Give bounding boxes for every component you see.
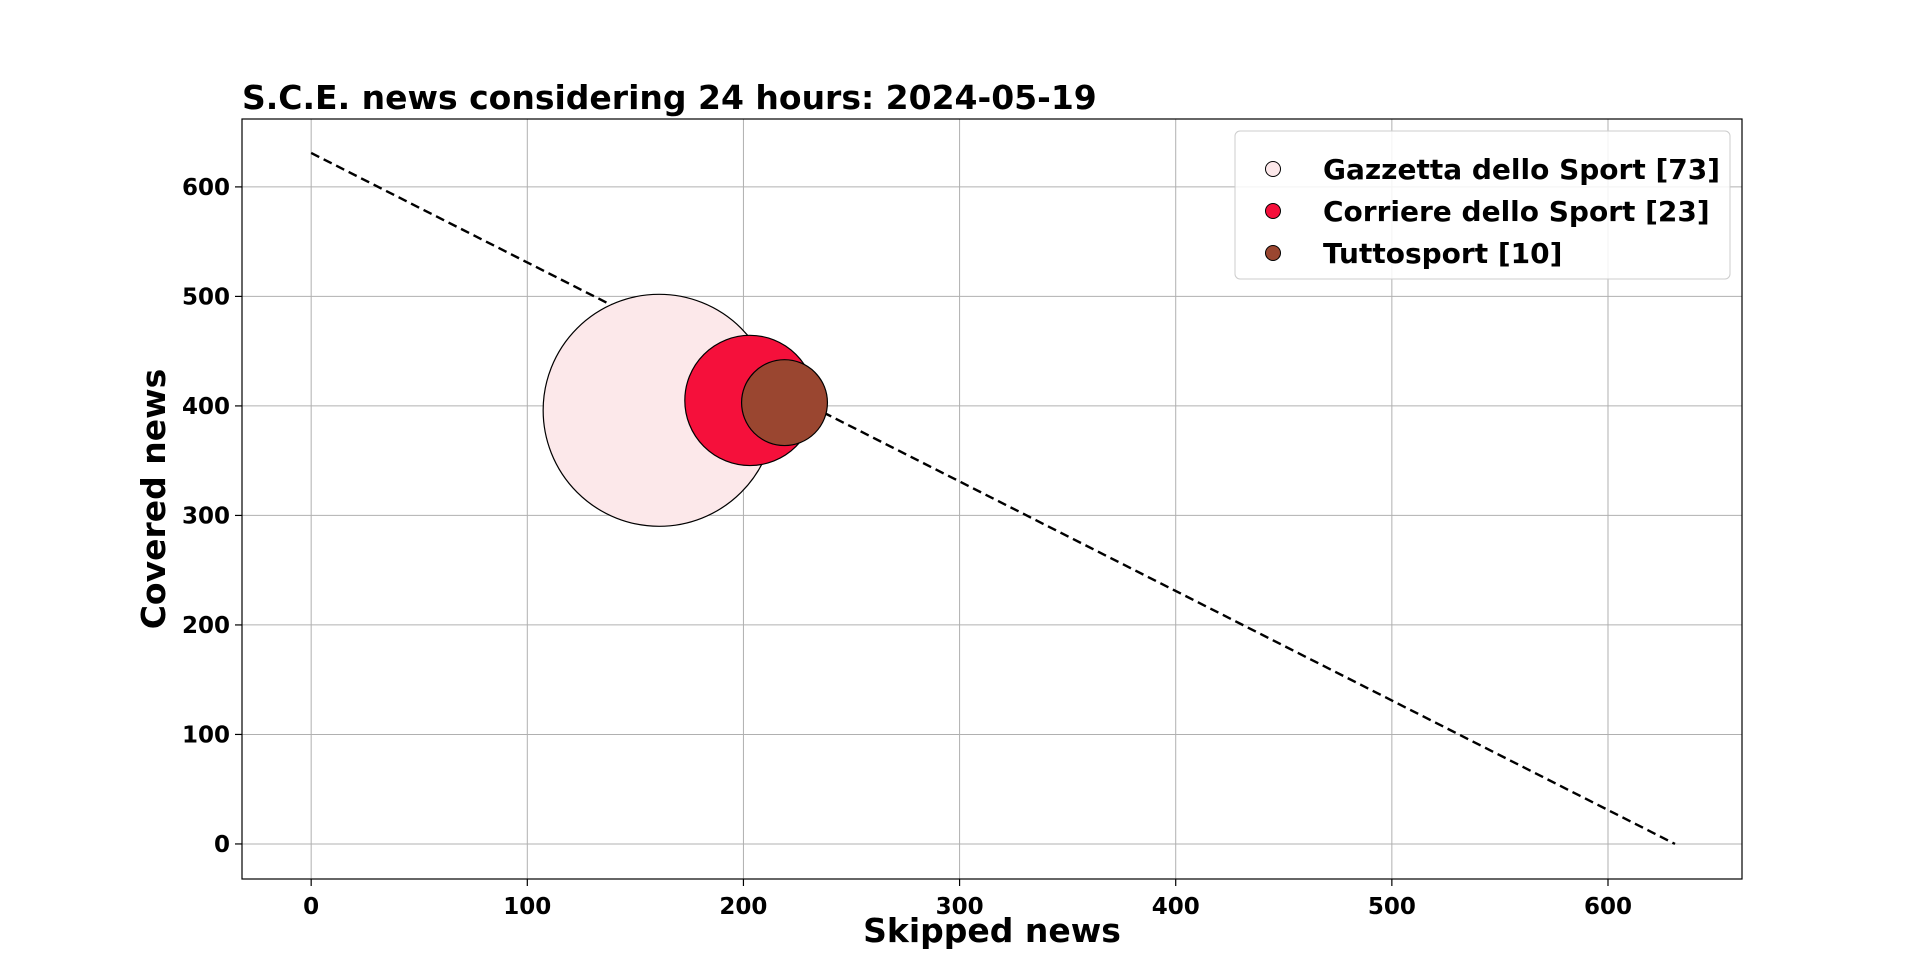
- x-tick-label: 100: [503, 894, 551, 920]
- bubble-point: [740, 359, 829, 447]
- x-tick-label: 500: [1368, 894, 1416, 920]
- y-tick-label: 600: [182, 175, 230, 201]
- legend-marker: [1265, 161, 1281, 177]
- y-tick-label: 400: [182, 394, 230, 420]
- legend-label: Gazzetta dello Sport [73]: [1323, 153, 1720, 186]
- x-axis-label: Skipped news: [863, 911, 1121, 950]
- legend-marker: [1265, 203, 1281, 219]
- y-tick-label: 500: [182, 284, 230, 310]
- y-tick-label: 300: [182, 503, 230, 529]
- plot-frame: [241, 118, 1743, 880]
- x-tick-label: 0: [303, 894, 319, 920]
- legend-label: Corriere dello Sport [23]: [1323, 195, 1710, 228]
- reference-line: [310, 151, 1676, 846]
- reference-line-layer: [310, 151, 1676, 846]
- legend-label: Tuttosport [10]: [1323, 237, 1562, 270]
- legend-marker: [1265, 245, 1281, 261]
- chart-title: S.C.E. news considering 24 hours: 2024-0…: [242, 78, 1097, 117]
- legend: Gazzetta dello Sport [73] Corriere dello …: [1234, 130, 1731, 280]
- axis-ticks: 0 100 200 300 400 500 600 0 100 200 300 400 500 600: [182, 175, 1632, 920]
- x-tick-label: 300: [936, 894, 984, 920]
- y-axis-label: Covered news: [134, 369, 173, 630]
- y-tick-label: 200: [182, 613, 230, 639]
- y-tick-label: 0: [214, 832, 230, 858]
- legend-box: [1234, 130, 1731, 280]
- y-tick-label: 100: [182, 722, 230, 748]
- bubble-layer: [542, 293, 829, 527]
- x-tick-label: 600: [1584, 894, 1632, 920]
- x-tick-label: 400: [1152, 894, 1200, 920]
- x-tick-label: 200: [719, 894, 767, 920]
